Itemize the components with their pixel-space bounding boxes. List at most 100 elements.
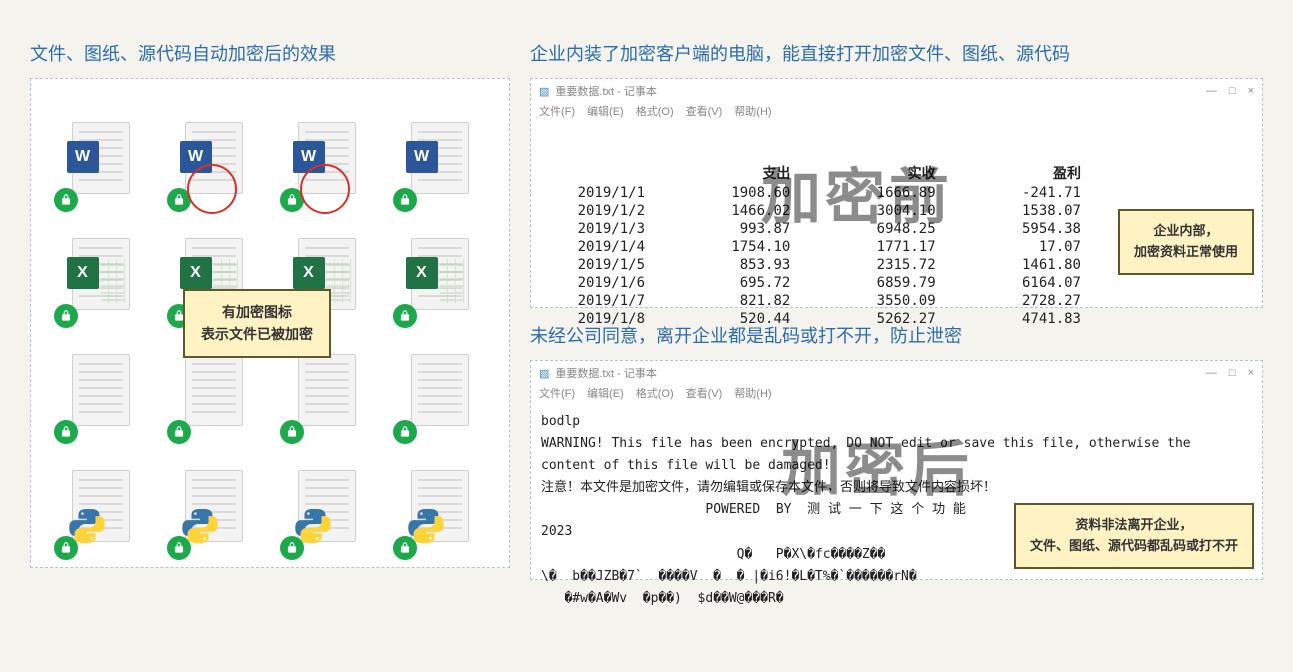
lock-icon: [393, 304, 417, 328]
table-header: [543, 163, 663, 183]
menu-item[interactable]: 格式(O): [636, 103, 674, 119]
table-header: 支出: [665, 163, 808, 183]
table-cell: 695.72: [665, 275, 808, 291]
lock-icon: [393, 420, 417, 444]
callout-leaked: 资料非法离开企业， 文件、图纸、源代码都乱码或打不开: [1014, 503, 1254, 569]
table-cell: 821.82: [665, 293, 808, 309]
file-python[interactable]: [395, 456, 485, 556]
notepad-before: ▧ 重要数据.txt - 记事本 — □ × 文件(F) 编辑(E) 格式(O)…: [530, 78, 1263, 308]
lock-icon: [54, 536, 78, 560]
minimize-button[interactable]: —: [1206, 85, 1217, 97]
table-row: 2019/1/5853.932315.721461.80: [543, 257, 1099, 273]
menu-item[interactable]: 查看(V): [686, 385, 723, 401]
lock-icon: [393, 188, 417, 212]
file-excel[interactable]: X: [395, 224, 485, 324]
table-cell: 2019/1/2: [543, 203, 663, 219]
right-top-title: 企业内装了加密客户端的电脑，能直接打开加密文件、图纸、源代码: [530, 40, 1263, 66]
file-python[interactable]: [169, 456, 259, 556]
table-cell: 2019/1/7: [543, 293, 663, 309]
word-icon: W: [180, 141, 212, 173]
file-text[interactable]: [395, 340, 485, 440]
table-row: 2019/1/7821.823550.092728.27: [543, 293, 1099, 309]
close-button[interactable]: ×: [1248, 85, 1254, 97]
callout-encrypted-label: 有加密图标 表示文件已被加密: [183, 289, 331, 358]
lock-icon: [54, 420, 78, 444]
maximize-button[interactable]: □: [1229, 85, 1236, 97]
menu-item[interactable]: 帮助(H): [734, 385, 771, 401]
table-cell: 1466.02: [665, 203, 808, 219]
table-row: 2019/1/8520.445262.274741.83: [543, 311, 1099, 327]
callout-line: 有加密图标: [201, 301, 313, 323]
file-python[interactable]: [56, 456, 146, 556]
lock-icon: [280, 536, 304, 560]
table-row: 2019/1/11908.601666.89-241.71: [543, 185, 1099, 201]
table-cell: 5954.38: [956, 221, 1099, 237]
menu-item[interactable]: 文件(F): [539, 385, 575, 401]
lock-icon: [54, 188, 78, 212]
table-cell: 1461.80: [956, 257, 1099, 273]
file-text[interactable]: [56, 340, 146, 440]
callout-line: 文件、图纸、源代码都乱码或打不开: [1030, 536, 1238, 557]
excel-icon: X: [180, 257, 212, 289]
table-cell: 2315.72: [810, 257, 953, 273]
table-cell: 1771.17: [810, 239, 953, 255]
notepad-icon: ▧: [539, 85, 549, 98]
notepad-after: ▧ 重要数据.txt - 记事本 — □ × 文件(F) 编辑(E) 格式(O)…: [530, 360, 1263, 580]
table-cell: 2019/1/1: [543, 185, 663, 201]
excel-icon: X: [293, 257, 325, 289]
file-python[interactable]: [282, 456, 372, 556]
word-icon: W: [406, 141, 438, 173]
table-cell: 6948.25: [810, 221, 953, 237]
word-icon: W: [67, 141, 99, 173]
callout-internal: 企业内部， 加密资料正常使用: [1118, 209, 1254, 275]
left-section-title: 文件、图纸、源代码自动加密后的效果: [30, 40, 510, 66]
file-word[interactable]: W: [56, 108, 146, 208]
table-cell: 2019/1/6: [543, 275, 663, 291]
maximize-button[interactable]: □: [1229, 367, 1236, 379]
table-cell: 853.93: [665, 257, 808, 273]
minimize-button[interactable]: —: [1206, 367, 1217, 379]
lock-icon: [167, 420, 191, 444]
callout-line: 企业内部，: [1134, 221, 1238, 242]
table-cell: 1754.10: [665, 239, 808, 255]
callout-line: 表示文件已被加密: [201, 323, 313, 345]
table-row: 2019/1/41754.101771.1717.07: [543, 239, 1099, 255]
lock-icon: [167, 188, 191, 212]
menu-item[interactable]: 查看(V): [686, 103, 723, 119]
window-title: 重要数据.txt - 记事本: [555, 83, 1206, 99]
file-word[interactable]: W: [169, 108, 259, 208]
menu-item[interactable]: 编辑(E): [587, 385, 624, 401]
menu-item[interactable]: 格式(O): [636, 385, 674, 401]
table-cell: 17.07: [956, 239, 1099, 255]
table-cell: 1666.89: [810, 185, 953, 201]
table-row: 2019/1/21466.023004.101538.07: [543, 203, 1099, 219]
table-cell: 2019/1/3: [543, 221, 663, 237]
file-excel[interactable]: X: [56, 224, 146, 324]
lock-icon: [393, 536, 417, 560]
table-header: 实收: [810, 163, 953, 183]
lock-icon: [280, 188, 304, 212]
menu-item[interactable]: 帮助(H): [734, 103, 771, 119]
table-cell: 3004.10: [810, 203, 953, 219]
excel-icon: X: [67, 257, 99, 289]
close-button[interactable]: ×: [1248, 367, 1254, 379]
table-cell: 6164.07: [956, 275, 1099, 291]
callout-line: 加密资料正常使用: [1134, 242, 1238, 263]
callout-line: 资料非法离开企业，: [1030, 515, 1238, 536]
lock-icon: [54, 304, 78, 328]
table-cell: 6859.79: [810, 275, 953, 291]
menu-item[interactable]: 文件(F): [539, 103, 575, 119]
file-grid-panel: W W W W: [30, 78, 510, 568]
table-cell: 2019/1/5: [543, 257, 663, 273]
table-row: 2019/1/6695.726859.796164.07: [543, 275, 1099, 291]
table-cell: -241.71: [956, 185, 1099, 201]
table-row: 2019/1/3993.876948.255954.38: [543, 221, 1099, 237]
table-cell: 2019/1/8: [543, 311, 663, 327]
table-cell: 2019/1/4: [543, 239, 663, 255]
table-cell: 4741.83: [956, 311, 1099, 327]
file-word[interactable]: W: [395, 108, 485, 208]
table-cell: 3550.09: [810, 293, 953, 309]
file-word[interactable]: W: [282, 108, 372, 208]
menu-item[interactable]: 编辑(E): [587, 103, 624, 119]
lock-icon: [167, 536, 191, 560]
